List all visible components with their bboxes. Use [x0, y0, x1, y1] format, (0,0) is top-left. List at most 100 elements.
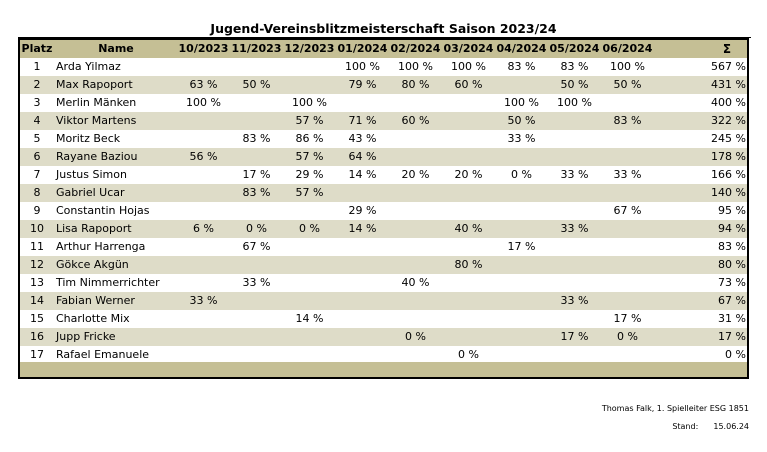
- cell-month-score: 0 %: [617, 330, 638, 343]
- cell-name: Lisa Rapoport: [56, 222, 132, 235]
- cell-month-score: [495, 292, 548, 310]
- cell-month-score: [230, 292, 283, 310]
- cell-month-score: 33 %: [189, 294, 218, 307]
- cell-month-score: 86 %: [295, 132, 324, 145]
- table-row: 10 Lisa Rapoport 6 % 0 % 0 % 14 % 40 % 33 % 94 %: [20, 220, 747, 238]
- cell-month-score: [230, 202, 283, 220]
- cell-month-score: 57 %: [295, 114, 324, 127]
- cell-platz: 10: [30, 222, 44, 235]
- header-sum: Σ: [722, 42, 732, 56]
- cell-sum: 400 %: [711, 96, 746, 109]
- table-row: 8 Gabriel Ucar 83 % 57 % 140 %: [20, 184, 747, 202]
- cell-month-score: [495, 256, 548, 274]
- cell-month-score: [389, 292, 442, 310]
- cell-month-score: 60 %: [401, 114, 430, 127]
- cell-month-score: [283, 76, 336, 94]
- cell-name: Justus Simon: [56, 168, 127, 181]
- cell-month-score: 60 %: [454, 78, 483, 91]
- header-month: 05/2024: [549, 42, 600, 55]
- cell-platz: 5: [33, 132, 41, 145]
- cell-month-score: [601, 256, 654, 274]
- cell-month-score: 83 %: [242, 186, 271, 199]
- cell-month-score: 14 %: [295, 312, 324, 325]
- cell-sum: 166 %: [711, 168, 746, 181]
- cell-month-score: 63 %: [189, 78, 218, 91]
- table-row: 6 Rayane Baziou 56 % 57 % 64 % 178 %: [20, 148, 747, 166]
- cell-month-score: [495, 274, 548, 292]
- table-row: 14 Fabian Werner 33 % 33 % 67 %: [20, 292, 747, 310]
- cell-month-score: 20 %: [454, 168, 483, 181]
- cell-month-score: [548, 148, 601, 166]
- cell-month-score: 67 %: [242, 240, 271, 253]
- cell-month-score: 14 %: [348, 222, 377, 235]
- table-header-row: Platz Name 10/2023 11/2023 12/2023 01/20…: [20, 40, 747, 58]
- cell-month-score: [495, 76, 548, 94]
- cell-month-score: [548, 256, 601, 274]
- cell-month-score: [601, 220, 654, 238]
- header-platz: Platz: [21, 42, 53, 55]
- cell-month-score: [548, 130, 601, 148]
- cell-month-score: [177, 184, 230, 202]
- cell-month-score: [495, 184, 548, 202]
- table-row: 5 Moritz Beck 83 % 86 % 43 % 33 % 245 %: [20, 130, 747, 148]
- cell-month-score: [230, 310, 283, 328]
- cell-month-score: 57 %: [295, 186, 324, 199]
- cell-platz: 1: [33, 60, 41, 73]
- cell-month-score: [283, 256, 336, 274]
- table-row: 4 Viktor Martens 57 % 71 % 60 % 50 % 83 % 322 %: [20, 112, 747, 130]
- cell-month-score: 50 %: [507, 114, 536, 127]
- cell-month-score: [495, 202, 548, 220]
- cell-name: Jupp Fricke: [56, 330, 116, 343]
- cell-month-score: [389, 184, 442, 202]
- cell-month-score: [389, 310, 442, 328]
- cell-month-score: [230, 112, 283, 130]
- cell-month-score: 33 %: [560, 294, 589, 307]
- cell-month-score: [495, 328, 548, 346]
- cell-month-score: [336, 292, 389, 310]
- cell-platz: 7: [33, 168, 41, 181]
- cell-sum: 31 %: [718, 312, 746, 325]
- cell-platz: 4: [33, 114, 41, 127]
- cell-sum: 95 %: [718, 204, 746, 217]
- cell-platz: 11: [30, 240, 44, 253]
- cell-month-score: 80 %: [454, 258, 483, 271]
- cell-sum: 80 %: [718, 258, 746, 271]
- cell-name: Gökce Akgün: [56, 258, 129, 271]
- cell-month-score: 43 %: [348, 132, 377, 145]
- cell-month-score: [283, 328, 336, 346]
- cell-name: Moritz Beck: [56, 132, 121, 145]
- cell-month-score: [442, 238, 495, 256]
- cell-month-score: [283, 58, 336, 76]
- cell-month-score: [336, 274, 389, 292]
- cell-month-score: 71 %: [348, 114, 377, 127]
- cell-month-score: 29 %: [348, 204, 377, 217]
- cell-month-score: 0 %: [511, 168, 532, 181]
- cell-platz: 12: [30, 258, 44, 271]
- cell-month-score: [495, 310, 548, 328]
- cell-month-score: [177, 112, 230, 130]
- stand-label: Stand:: [672, 422, 699, 431]
- cell-month-score: 50 %: [242, 78, 271, 91]
- cell-name: Gabriel Ucar: [56, 186, 125, 199]
- title-underline: [18, 37, 751, 38]
- cell-sum: 567 %: [711, 60, 746, 73]
- cell-month-score: 83 %: [613, 114, 642, 127]
- cell-month-score: 17 %: [507, 240, 536, 253]
- cell-month-score: 100 %: [345, 60, 380, 73]
- cell-month-score: [389, 220, 442, 238]
- cell-sum: 178 %: [711, 150, 746, 163]
- cell-month-score: [442, 310, 495, 328]
- cell-month-score: 33 %: [507, 132, 536, 145]
- table-row: 13 Tim Nimmerrichter 33 % 40 % 73 %: [20, 274, 747, 292]
- table-row: 1 Arda Yilmaz 100 % 100 % 100 % 83 % 83 % 100 %…: [20, 58, 747, 76]
- table-row: 16 Jupp Fricke 0 % 17 % 0 % 17 %: [20, 328, 747, 346]
- cell-month-score: [548, 112, 601, 130]
- cell-month-score: 79 %: [348, 78, 377, 91]
- cell-month-score: 29 %: [295, 168, 324, 181]
- cell-name: Rafael Emanuele: [56, 348, 150, 361]
- cell-sum: 322 %: [711, 114, 746, 127]
- cell-month-score: [230, 148, 283, 166]
- cell-month-score: [336, 184, 389, 202]
- cell-month-score: 56 %: [189, 150, 218, 163]
- cell-month-score: 50 %: [613, 78, 642, 91]
